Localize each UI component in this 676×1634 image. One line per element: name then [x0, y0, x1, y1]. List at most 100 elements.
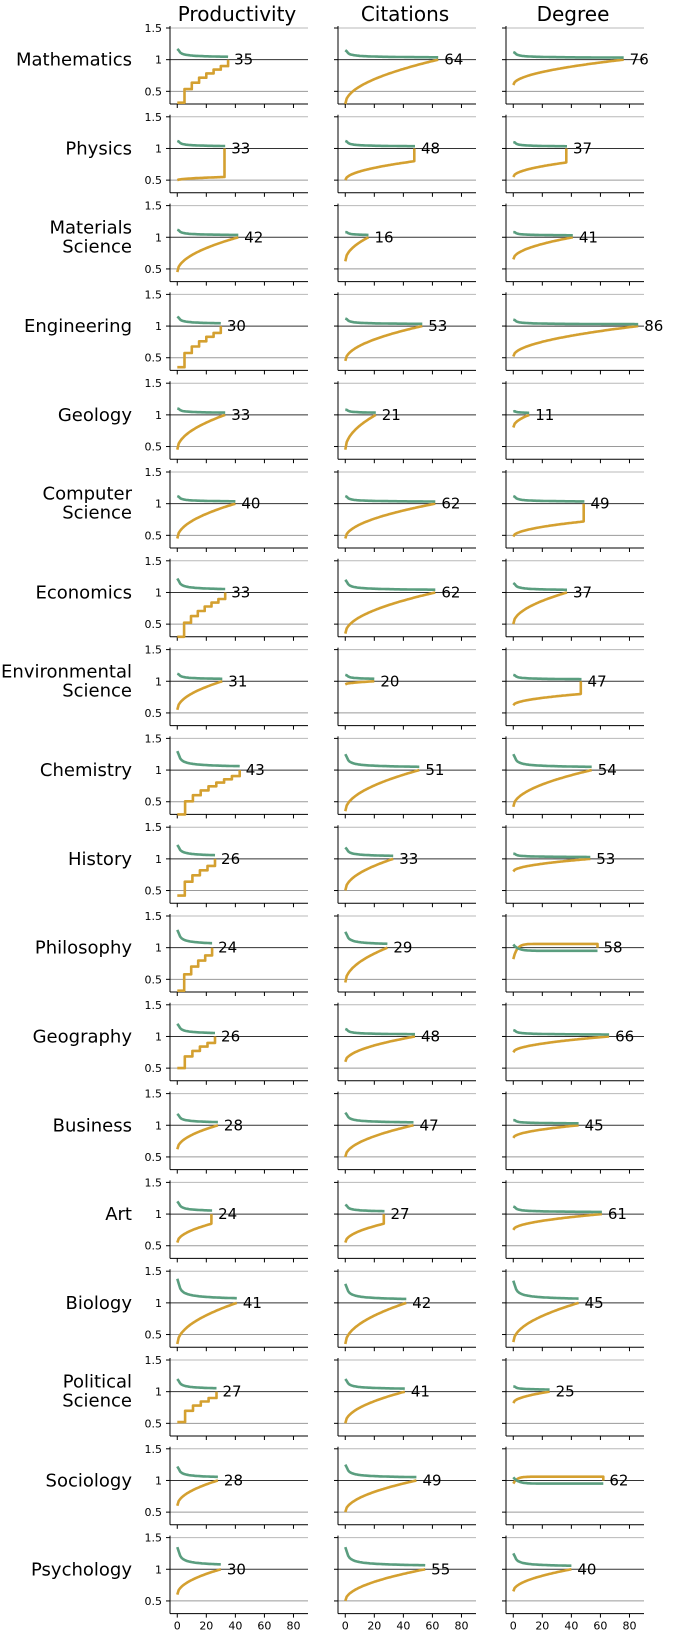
- chart-rows: Mathematics 1.5 1 0.5 35 64 76 Physics 1.5 1 0.5 33…: [1, 22, 663, 1633]
- end-value-label: 64: [444, 51, 463, 69]
- lower-series-line: [176, 1214, 213, 1244]
- panel: 0 20 40 60 80 55: [334, 1535, 476, 1633]
- end-value-label: 66: [615, 1027, 634, 1045]
- lower-series-line: [512, 1035, 610, 1054]
- upper-series-line: [344, 846, 394, 858]
- end-value-label: 45: [585, 1116, 604, 1134]
- lower-series-line: [512, 236, 573, 260]
- upper-series-line: [512, 494, 585, 503]
- end-value-label: 29: [393, 939, 412, 957]
- y-tick-label: 1.5: [145, 644, 163, 657]
- end-value-label: 37: [573, 583, 592, 601]
- panel: 45: [502, 1269, 644, 1352]
- upper-series-line: [344, 579, 436, 591]
- lower-series-line: [512, 591, 568, 625]
- y-tick-label: 1.5: [145, 732, 163, 745]
- y-tick-label: 0.5: [145, 1329, 163, 1342]
- lower-series-line: [512, 503, 585, 538]
- y-tick-label: 0.5: [145, 1151, 163, 1164]
- y-tick-label: 0.5: [145, 973, 163, 986]
- panel: 66: [502, 1002, 644, 1085]
- lower-series-line: [344, 413, 377, 450]
- column-titles: Productivity Citations Degree: [178, 2, 610, 26]
- chart-row: History 1.5 1 0.5 26 33 53: [68, 821, 644, 908]
- upper-series-line: [512, 1280, 579, 1300]
- upper-series-line: [512, 1205, 602, 1214]
- panel: 21: [334, 381, 476, 464]
- upper-series-line: [345, 230, 369, 237]
- upper-series-line: [176, 1546, 221, 1566]
- panel: 1.5 1 0.5 41: [145, 1265, 308, 1352]
- lower-series-line: [344, 1214, 386, 1244]
- y-tick-label: 1: [155, 1208, 162, 1221]
- lower-series-line: [344, 502, 436, 539]
- end-value-label: 28: [224, 1471, 243, 1489]
- end-value-label: 53: [596, 850, 615, 868]
- end-value-label: 33: [399, 850, 418, 868]
- y-tick-label: 1: [155, 942, 162, 955]
- end-value-label: 25: [556, 1383, 575, 1401]
- end-value-label: 54: [598, 761, 617, 779]
- chart-row: Economics 1.5 1 0.5 33 62 37: [35, 555, 644, 641]
- lower-series-line: [512, 1475, 605, 1485]
- row-label: Science: [62, 680, 132, 701]
- chart-row: Chemistry 1.5 1 0.5 43 51 54: [40, 732, 644, 819]
- y-tick-label: 1.5: [145, 466, 163, 479]
- upper-series-line: [177, 407, 226, 414]
- chart-row: Geology 1.5 1 0.5 33 21 11: [58, 377, 644, 464]
- y-tick-label: 1.5: [145, 910, 163, 923]
- lower-series-line: [177, 59, 230, 104]
- row-label: Environmental: [1, 661, 132, 682]
- y-tick-label: 1: [155, 1386, 162, 1399]
- upper-series-line: [344, 1464, 417, 1479]
- column-title: Productivity: [178, 2, 297, 26]
- end-value-label: 61: [608, 1205, 627, 1223]
- row-label: Business: [53, 1115, 132, 1136]
- upper-series-line: [176, 47, 229, 59]
- y-tick-label: 1: [155, 498, 162, 511]
- lower-series-line: [512, 1212, 602, 1231]
- upper-series-line: [344, 494, 436, 503]
- upper-series-line: [176, 1200, 213, 1212]
- x-tick-label: 20: [535, 1620, 549, 1633]
- end-value-label: 62: [441, 495, 460, 513]
- upper-series-line: [344, 1546, 426, 1567]
- end-value-label: 76: [630, 51, 649, 69]
- panel: 1.5 1 0.5 33: [145, 111, 308, 197]
- upper-series-line: [176, 672, 223, 681]
- chart-row: Art 1.5 1 0.5 24 27 61: [105, 1176, 644, 1263]
- lower-series-line: [512, 1124, 579, 1139]
- y-tick-label: 1: [155, 54, 162, 67]
- lower-series-line: [512, 768, 592, 808]
- y-tick-label: 1: [155, 409, 162, 422]
- upper-series-line: [344, 753, 420, 769]
- x-tick-label: 0: [342, 1620, 349, 1633]
- lower-series-line: [344, 680, 375, 686]
- end-value-label: 26: [221, 850, 240, 868]
- lower-series-line: [512, 148, 568, 178]
- lower-series-line: [512, 324, 639, 358]
- y-tick-label: 1: [155, 142, 162, 155]
- lower-series-line: [177, 1391, 218, 1424]
- upper-series-line: [176, 315, 221, 325]
- end-value-label: 16: [375, 228, 394, 246]
- row-label: Physics: [65, 138, 132, 159]
- end-value-label: 33: [231, 406, 250, 424]
- lower-series-line: [344, 946, 388, 983]
- panel: 64: [334, 26, 476, 108]
- y-tick-label: 1.5: [145, 1265, 163, 1278]
- end-value-label: 24: [218, 939, 237, 957]
- upper-series-line: [513, 140, 567, 148]
- row-label: Geology: [58, 405, 132, 426]
- upper-series-line: [513, 318, 639, 326]
- end-value-label: 11: [535, 406, 554, 424]
- row-label: Science: [62, 236, 132, 257]
- chart-row: Physics 1.5 1 0.5 33 48 37: [65, 111, 644, 197]
- end-value-label: 21: [382, 406, 401, 424]
- end-value-label: 86: [644, 317, 663, 335]
- panel: 45: [502, 1091, 644, 1174]
- lower-series-line: [176, 1479, 219, 1507]
- lower-series-line: [176, 1124, 219, 1150]
- upper-series-line: [344, 317, 423, 326]
